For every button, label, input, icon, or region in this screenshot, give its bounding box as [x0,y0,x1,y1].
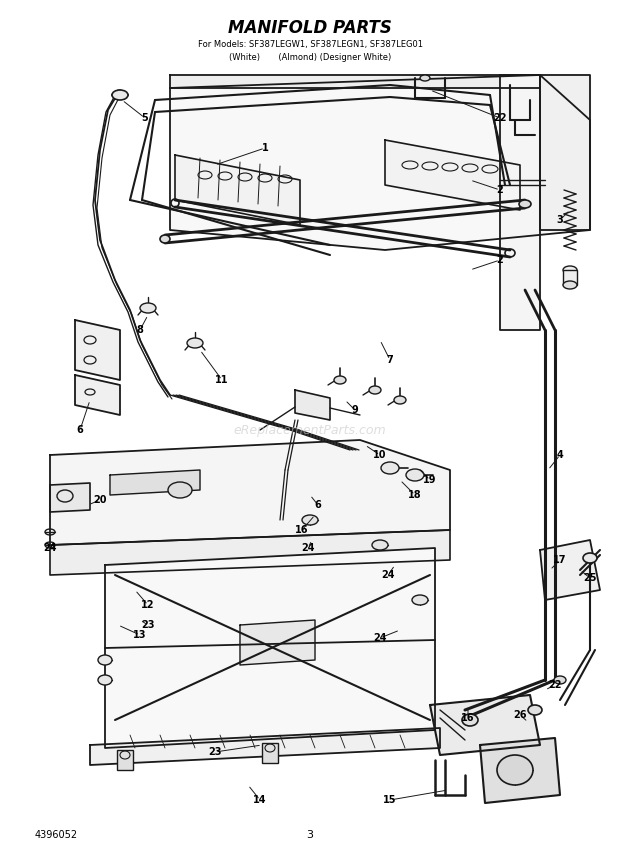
Ellipse shape [519,200,531,208]
Bar [563,270,577,285]
Text: 3: 3 [557,215,564,225]
Text: 17: 17 [553,555,567,565]
Text: MANIFOLD PARTS: MANIFOLD PARTS [228,19,392,37]
Ellipse shape [112,90,128,100]
Polygon shape [105,548,435,748]
Polygon shape [480,738,560,803]
Ellipse shape [394,396,406,404]
Text: 24: 24 [301,543,315,553]
Polygon shape [170,75,590,250]
Text: 6: 6 [77,425,83,435]
Ellipse shape [563,266,577,274]
Polygon shape [75,375,120,415]
Text: 15: 15 [383,795,397,805]
Ellipse shape [140,303,156,313]
Text: 24: 24 [381,570,395,580]
Bar [117,750,133,770]
Ellipse shape [369,386,381,394]
Ellipse shape [563,281,577,289]
Text: 9: 9 [352,405,358,415]
Polygon shape [500,75,540,330]
Text: 2: 2 [497,255,503,265]
Text: 14: 14 [253,795,267,805]
Text: 20: 20 [93,495,107,505]
Text: 18: 18 [408,490,422,500]
Ellipse shape [497,755,533,785]
Text: 22: 22 [548,680,562,690]
Ellipse shape [554,676,566,684]
Text: 12: 12 [141,600,155,610]
Text: 4: 4 [557,450,564,460]
Text: 24: 24 [43,543,57,553]
Text: 11: 11 [215,375,229,385]
Ellipse shape [583,553,597,563]
Text: 10: 10 [373,450,387,460]
Text: 22: 22 [494,113,507,123]
Polygon shape [240,620,315,665]
Polygon shape [110,470,200,495]
Ellipse shape [168,482,192,498]
Text: 23: 23 [141,620,155,630]
Text: 4396052: 4396052 [35,830,78,840]
Polygon shape [90,728,440,765]
Text: 26: 26 [513,710,527,720]
Ellipse shape [412,595,428,605]
Ellipse shape [372,540,388,550]
Polygon shape [175,155,300,225]
Text: 1: 1 [262,143,268,153]
Text: 16: 16 [461,713,475,723]
Text: 3: 3 [306,830,314,840]
Ellipse shape [381,462,399,474]
Text: eReplacementParts.com: eReplacementParts.com [234,424,386,437]
Ellipse shape [334,376,346,384]
Ellipse shape [528,705,542,715]
Text: 16: 16 [295,525,309,535]
Ellipse shape [187,338,203,348]
Polygon shape [540,540,600,600]
Polygon shape [295,390,330,420]
Ellipse shape [160,235,170,243]
Text: 19: 19 [423,475,436,485]
Polygon shape [540,75,590,230]
Text: 23: 23 [208,747,222,757]
Ellipse shape [420,75,430,81]
Polygon shape [170,75,540,88]
Text: 8: 8 [136,325,143,335]
Text: For Models: SF387LEGW1, SF387LEGN1, SF387LEG01: For Models: SF387LEGW1, SF387LEGN1, SF38… [198,39,422,49]
Text: 25: 25 [583,573,596,583]
Text: 6: 6 [314,500,321,510]
Polygon shape [50,530,450,575]
Text: 2: 2 [497,185,503,195]
Polygon shape [385,140,520,210]
Polygon shape [75,320,120,380]
Text: (White)       (Almond) (Designer White): (White) (Almond) (Designer White) [229,52,391,62]
Text: 7: 7 [387,355,393,365]
Ellipse shape [98,675,112,685]
Ellipse shape [98,655,112,665]
Ellipse shape [462,714,478,726]
Ellipse shape [406,469,424,481]
Ellipse shape [302,515,318,525]
Text: 13: 13 [133,630,147,640]
Bar [262,743,278,763]
Text: 5: 5 [141,113,148,123]
Polygon shape [50,483,90,512]
Polygon shape [430,695,540,755]
Text: 24: 24 [373,633,387,643]
Polygon shape [50,440,450,545]
